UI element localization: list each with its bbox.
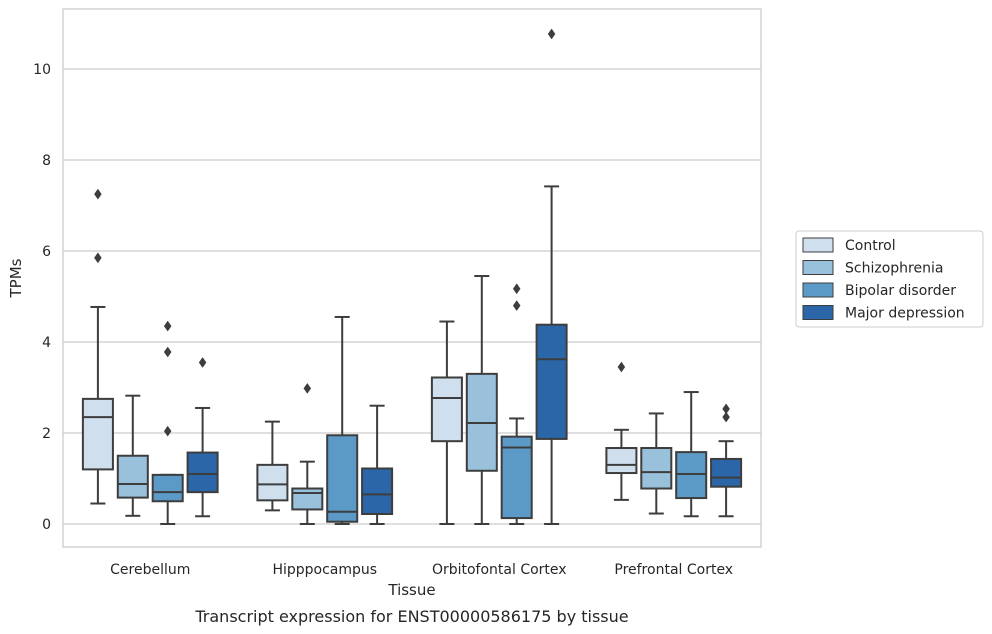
box-group [291, 382, 324, 525]
box [675, 451, 708, 500]
outlier-point [547, 28, 556, 40]
box [535, 323, 568, 440]
box [291, 487, 324, 511]
box-group [430, 320, 463, 525]
y-tick-label: 8 [42, 153, 51, 169]
box-group [256, 420, 289, 512]
box [81, 397, 114, 471]
box [605, 447, 638, 475]
y-tick-label: 10 [33, 62, 51, 78]
box-group [361, 404, 394, 525]
box [430, 376, 463, 443]
x-tick-labels: Cerebellum Hipppocampus Orbitofontal Corte… [110, 562, 733, 578]
box [151, 473, 184, 503]
x-axis-label: Tissue [387, 581, 435, 599]
outlier-point [303, 382, 312, 394]
legend-swatch [802, 260, 834, 275]
box-group [640, 412, 673, 515]
outlier-point [198, 357, 207, 368]
legend-label: Bipolar disorder [845, 283, 956, 299]
box [640, 447, 673, 490]
y-tick-label: 2 [42, 426, 51, 442]
chart-caption: Transcript expression for ENST0000058617… [194, 607, 628, 626]
outlier-point [722, 411, 730, 423]
box [361, 467, 394, 515]
legend-label: Schizophrenia [845, 261, 943, 277]
y-tick-label: 4 [42, 335, 51, 351]
y-tick-labels: 0 2 4 6 8 10 [33, 62, 51, 533]
legend-swatch [802, 305, 834, 320]
x-tick-label: Hipppocampus [272, 562, 377, 578]
outlier-point [617, 361, 626, 373]
box [116, 454, 149, 499]
outlier-point [163, 346, 172, 358]
y-axis-label: TPMs [7, 258, 25, 298]
x-tick-label: Orbitofontal Cortex [432, 562, 567, 578]
x-tick-label: Prefrontal Cortex [614, 562, 733, 578]
outlier-point [512, 300, 521, 312]
box-group [465, 275, 498, 525]
box-group [186, 357, 219, 518]
box-group [605, 361, 638, 501]
legend-frame [795, 230, 984, 328]
box-group [500, 283, 533, 525]
outlier-point [94, 188, 102, 200]
y-tick-label: 6 [42, 244, 51, 260]
outlier-point [512, 283, 521, 295]
box [186, 451, 219, 494]
box-group [151, 320, 184, 525]
y-tick-label: 0 [42, 517, 51, 533]
outlier-point [94, 252, 102, 264]
box-group [116, 394, 149, 517]
legend-swatch [802, 237, 834, 253]
legend: Control Schizophrenia Bipolar disorder Majo… [795, 230, 984, 328]
box [500, 435, 533, 520]
box-group [326, 315, 359, 525]
x-tick-label: Cerebellum [110, 562, 190, 578]
box-group [710, 403, 743, 518]
box [710, 457, 743, 488]
legend-label: Control [845, 238, 896, 254]
box-group [81, 188, 114, 505]
outlier-point [163, 425, 172, 437]
box-groups [81, 28, 743, 525]
outlier-point [722, 403, 730, 415]
box [326, 434, 359, 523]
box [256, 463, 289, 502]
legend-swatch [802, 282, 834, 298]
plot-frame [62, 8, 762, 548]
box-group [675, 391, 708, 518]
outlier-point [163, 320, 172, 332]
legend-label: Major depression [845, 306, 965, 322]
grid-lines [63, 68, 761, 525]
box-group [535, 28, 568, 525]
